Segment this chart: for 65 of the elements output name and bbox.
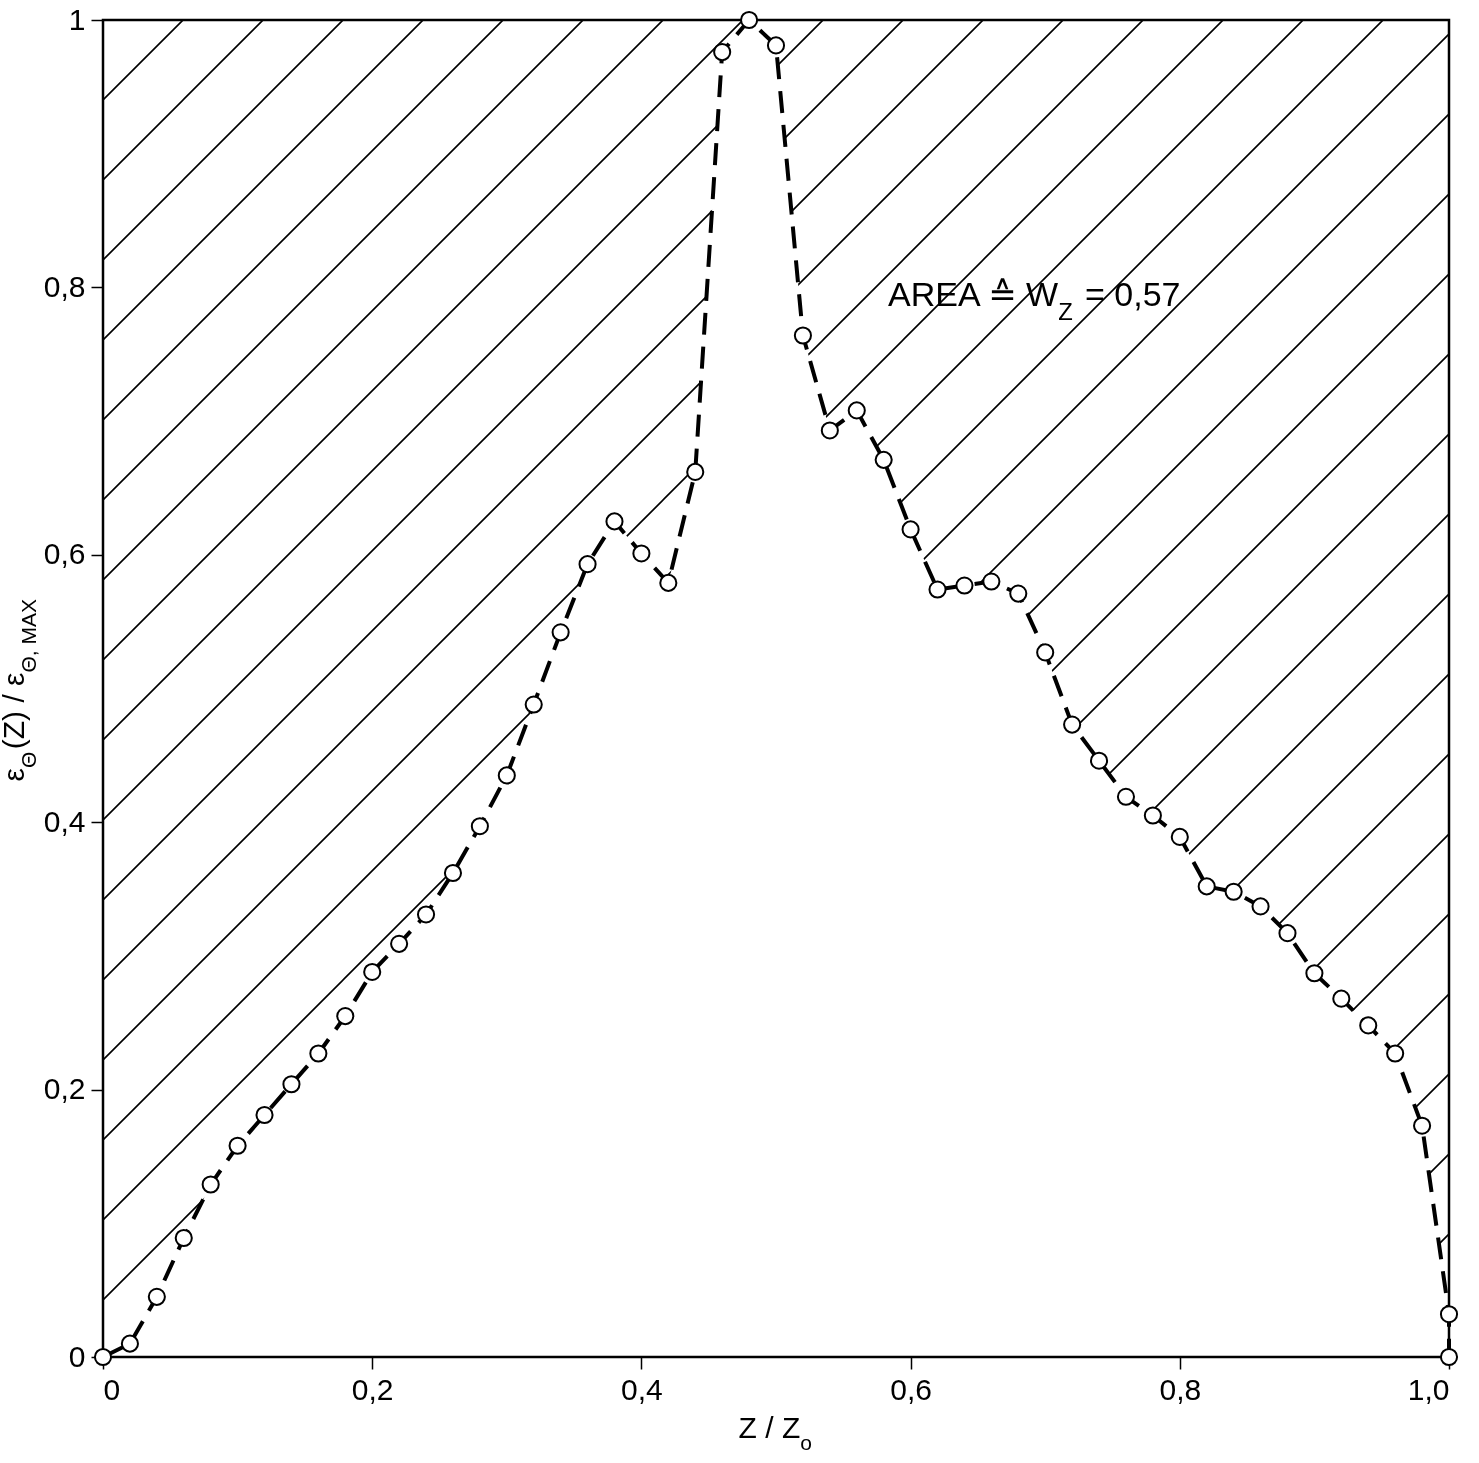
point xyxy=(228,1136,247,1155)
point xyxy=(1439,1347,1459,1367)
point xyxy=(470,817,489,836)
point xyxy=(1009,584,1028,603)
point xyxy=(1359,1016,1378,1035)
point xyxy=(1170,827,1189,846)
point xyxy=(847,401,866,420)
point xyxy=(982,572,1001,591)
x-tick-label: 1,0 xyxy=(1407,1372,1450,1406)
point xyxy=(632,544,651,563)
x-tick-label: 0,2 xyxy=(351,1372,394,1406)
point xyxy=(390,934,409,953)
point xyxy=(497,766,516,785)
point xyxy=(147,1287,166,1306)
y-tick-label: 0,8 xyxy=(43,269,86,303)
point xyxy=(1143,806,1162,825)
y-tick-label: 0,6 xyxy=(43,537,86,571)
point xyxy=(955,576,974,595)
point xyxy=(793,326,812,345)
point xyxy=(1413,1116,1432,1135)
point xyxy=(174,1228,193,1248)
point xyxy=(416,905,436,924)
x-tick-label: 0,6 xyxy=(890,1372,932,1406)
point xyxy=(901,520,920,539)
x-tick-label: 0,4 xyxy=(621,1372,663,1406)
point xyxy=(578,555,597,574)
point xyxy=(551,623,570,642)
point xyxy=(1386,1044,1405,1063)
point xyxy=(336,1007,355,1026)
point xyxy=(282,1075,301,1094)
y-tick-label: 0 xyxy=(68,1339,86,1373)
y-tick-label: 0,2 xyxy=(43,1072,86,1106)
y-tick-label: 1 xyxy=(68,2,86,36)
point xyxy=(766,36,786,55)
point xyxy=(363,962,382,981)
point xyxy=(1305,964,1324,983)
point xyxy=(740,10,759,30)
point xyxy=(93,1347,113,1367)
x-tick-label: 0 xyxy=(103,1372,121,1406)
y-tick-label: 0,4 xyxy=(43,804,86,838)
point xyxy=(928,580,947,599)
point xyxy=(1332,989,1351,1008)
point xyxy=(1278,924,1297,943)
x-tick-label: 0,8 xyxy=(1159,1372,1202,1406)
point xyxy=(686,462,705,481)
point xyxy=(820,421,839,440)
point xyxy=(1116,787,1136,806)
point xyxy=(309,1044,328,1063)
point xyxy=(1089,751,1109,770)
point xyxy=(1197,877,1216,896)
point xyxy=(524,695,543,714)
point xyxy=(1224,882,1243,901)
point xyxy=(120,1334,139,1353)
point xyxy=(1439,1305,1459,1324)
point xyxy=(874,450,893,469)
point xyxy=(1251,897,1270,916)
point xyxy=(605,512,624,531)
point xyxy=(255,1105,274,1125)
x-axis-title: Z / Z$_{o}$ xyxy=(738,1410,812,1453)
point xyxy=(1036,643,1055,662)
point xyxy=(659,573,678,592)
point xyxy=(201,1175,220,1194)
point xyxy=(713,43,732,62)
point xyxy=(1063,715,1082,734)
point xyxy=(443,863,463,883)
